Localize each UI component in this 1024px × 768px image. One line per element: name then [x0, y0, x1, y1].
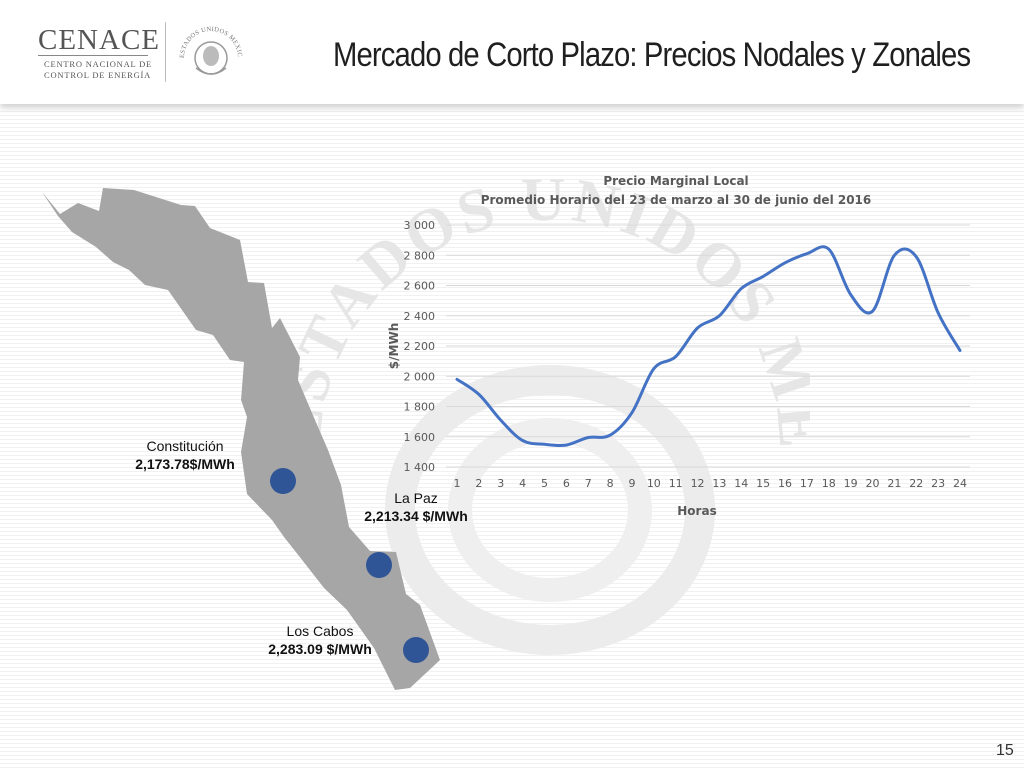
node-label-constitucion: Constitución 2,173.78$/MWh [120, 437, 250, 473]
page-number: 15 [996, 742, 1014, 759]
x-tick-label: 9 [628, 477, 635, 490]
x-tick-label: 21 [887, 477, 901, 490]
logo-divider [165, 22, 166, 82]
node-name: Constitución [146, 438, 224, 454]
node-label-los-cabos: Los Cabos 2,283.09 $/MWh [252, 622, 388, 658]
x-tick-label: 11 [669, 477, 683, 490]
x-tick-label: 12 [691, 477, 705, 490]
y-tick-label: 1 400 [404, 461, 436, 474]
y-axis-label: $/MWh [387, 323, 401, 369]
x-axis-label: Horas [677, 504, 716, 518]
slide-title: Mercado de Corto Plazo: Precios Nodales … [333, 36, 971, 74]
node-name: La Paz [394, 490, 438, 506]
x-tick-label: 8 [607, 477, 614, 490]
x-tick-label: 16 [778, 477, 792, 490]
y-tick-label: 2 800 [404, 249, 436, 262]
y-tick-label: 2 200 [404, 340, 436, 353]
x-tick-label: 4 [519, 477, 526, 490]
x-tick-label: 14 [734, 477, 748, 490]
series-line [455, 245, 962, 448]
x-tick-label: 7 [585, 477, 592, 490]
seal-watermark: ESTADOS UNIDOS MEXICANOS [250, 150, 810, 655]
y-tick-label: 2 600 [404, 280, 436, 293]
y-tick-label: 1 800 [404, 401, 436, 414]
node-name: Los Cabos [286, 623, 354, 639]
x-tick-label: 20 [866, 477, 880, 490]
node-price: 2,283.09 $/MWh [268, 641, 372, 657]
x-tick-label: 18 [822, 477, 836, 490]
x-tick-label: 24 [953, 477, 967, 490]
y-tick-label: 3 000 [404, 219, 436, 232]
map-marker-la-paz [366, 552, 392, 578]
chart-title: Precio Marginal Local [603, 174, 749, 188]
logo-subtitle-line1: CENTRO NACIONAL DE [44, 59, 153, 69]
node-price: 2,173.78$/MWh [135, 456, 235, 472]
x-tick-label: 6 [563, 477, 570, 490]
logo-rule [38, 55, 148, 56]
y-tick-label: 1 600 [404, 431, 436, 444]
y-tick-label: 2 000 [404, 370, 436, 383]
chart-subtitle: Promedio Horario del 23 de marzo al 30 d… [480, 193, 872, 207]
x-tick-label: 3 [497, 477, 504, 490]
node-label-la-paz: La Paz 2,213.34 $/MWh [350, 489, 482, 525]
cenace-logo: CENACE [38, 24, 160, 56]
map-marker-los-cabos [403, 637, 429, 663]
x-tick-label: 5 [541, 477, 548, 490]
x-tick-label: 15 [756, 477, 770, 490]
mexico-seal-icon: ESTADOS UNIDOS MEXICANOS [176, 18, 243, 75]
x-tick-label: 22 [909, 477, 923, 490]
x-tick-label: 19 [844, 477, 858, 490]
node-price: 2,213.34 $/MWh [364, 508, 468, 524]
y-tick-label: 2 400 [404, 310, 436, 323]
map-marker-constitucion [270, 468, 296, 494]
x-tick-label: 13 [712, 477, 726, 490]
baja-peninsula-shape [42, 188, 440, 690]
x-tick-label: 1 [454, 477, 461, 490]
x-tick-label: 2 [475, 477, 482, 490]
slide-header: CENACE CENTRO NACIONAL DE CONTROL DE ENE… [0, 0, 1024, 104]
x-tick-label: 10 [647, 477, 661, 490]
x-tick-label: 17 [800, 477, 814, 490]
logo-subtitle-line2: CONTROL DE ENERGÍA [44, 70, 152, 80]
x-tick-label: 23 [931, 477, 945, 490]
